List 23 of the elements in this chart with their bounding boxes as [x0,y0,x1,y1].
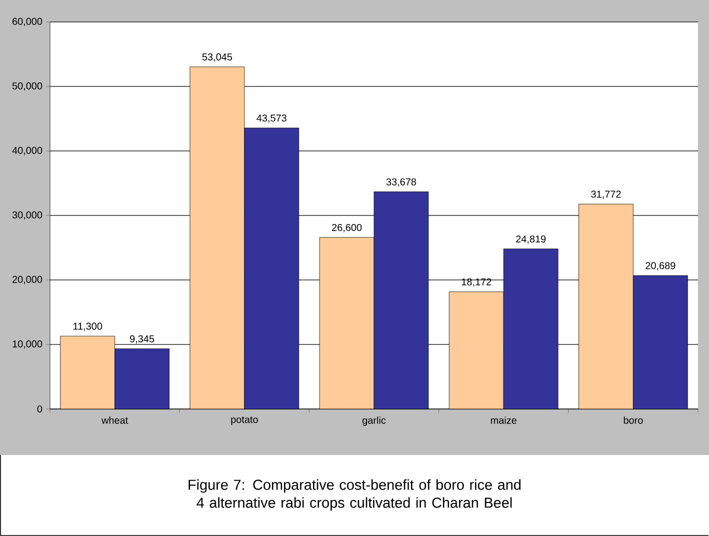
y-tick-label: 60,000 [12,18,42,26]
data-label: 20,689 [646,262,676,270]
y-tick-label: 30,000 [12,211,42,220]
data-label: 11,300 [73,322,102,331]
data-label: 24,819 [516,235,546,244]
data-label: 9,345 [130,335,154,344]
x-tick-label: maize [490,416,516,424]
data-label: 31,772 [591,190,621,199]
x-tick-label: boro [624,416,643,424]
x-tick-label: garlic [362,416,386,426]
data-label: 18,172 [462,278,492,287]
data-label: 26,600 [332,224,362,232]
y-tick-label: 20,000 [12,276,42,284]
data-label: 53,045 [202,53,232,62]
y-tick-label: 50,000 [12,82,42,91]
caption: Figure 7: Comparative cost-benefit of boro rice and 4 alternative rabi crops cultivated in Charan Beel [188,479,521,511]
x-tick-label: wheat [102,416,128,424]
y-tick-label: 40,000 [12,146,42,156]
x-tick-label: potato [231,416,258,426]
data-label: 43,573 [256,114,286,123]
y-tick-label: 10,000 [12,340,42,349]
y-tick-label: 0 [37,405,42,413]
data-label: 33,678 [386,178,416,187]
